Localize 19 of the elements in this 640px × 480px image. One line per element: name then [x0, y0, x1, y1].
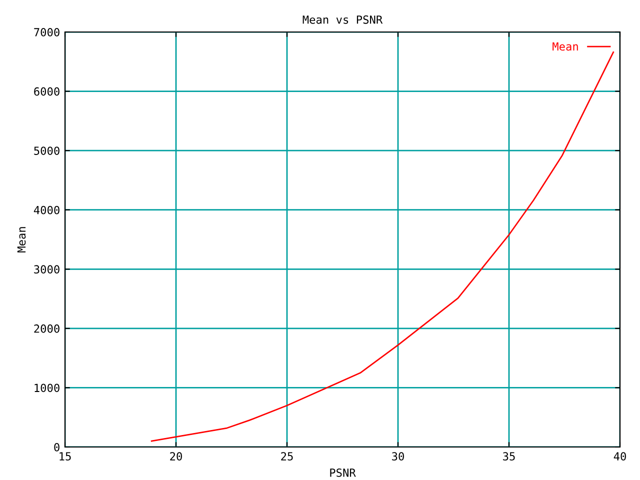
- y-tick-label: 5000: [34, 146, 60, 155]
- x-tick-label: 40: [614, 452, 626, 461]
- x-axis-title: PSNR: [330, 468, 356, 477]
- y-tick-label: 6000: [34, 87, 60, 96]
- legend-label: Mean: [552, 42, 578, 51]
- chart-title: Mean vs PSNR: [302, 15, 383, 24]
- y-tick-label: 2000: [34, 324, 60, 333]
- x-tick-label: 20: [170, 452, 182, 461]
- x-tick-label: 15: [60, 452, 71, 461]
- y-tick-label: 1000: [34, 384, 60, 392]
- line-series: [150, 51, 614, 442]
- x-tick-label: 35: [503, 452, 515, 461]
- x-tick-label: 30: [392, 452, 404, 461]
- y-tick-label: 4000: [34, 206, 60, 214]
- y-tick-label: 3000: [34, 265, 60, 274]
- y-axis-title: Mean: [17, 227, 26, 252]
- y-tick-label: 0: [54, 443, 60, 452]
- y-tick-label: 7000: [34, 28, 60, 36]
- x-tick-label: 25: [281, 452, 293, 461]
